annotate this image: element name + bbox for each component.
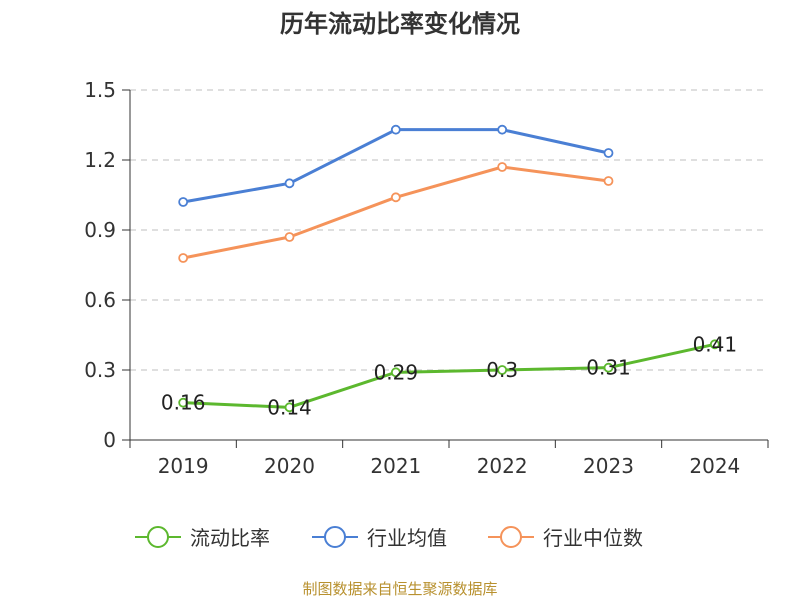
legend-label-1: 行业均值 bbox=[367, 526, 447, 550]
source-note: 制图数据来自恒生聚源数据库 bbox=[302, 580, 497, 598]
series-point-2 bbox=[497, 162, 508, 172]
series-point-2 bbox=[284, 232, 295, 242]
y-tick-label: 0.9 bbox=[84, 218, 116, 242]
series-point-2 bbox=[603, 176, 614, 186]
x-tick-label: 2020 bbox=[264, 454, 315, 478]
data-label: 0.3 bbox=[486, 358, 518, 382]
series-point-0 bbox=[497, 365, 508, 375]
x-tick-label: 2021 bbox=[370, 454, 421, 478]
legend-label-2: 行业中位数 bbox=[543, 526, 643, 550]
chart-title: 历年流动比率变化情况 bbox=[280, 10, 520, 38]
y-tick-label: 1.2 bbox=[84, 148, 116, 172]
x-tick-label: 2019 bbox=[158, 454, 209, 478]
series-point-1 bbox=[178, 197, 189, 207]
series-point-0 bbox=[178, 397, 189, 408]
x-tick-label: 2022 bbox=[477, 454, 528, 478]
series-point-0 bbox=[284, 402, 295, 413]
series-point-1 bbox=[603, 148, 614, 158]
y-tick-label: 0.6 bbox=[84, 288, 116, 312]
data-labels: 0.16 0.14 0.29 0.3 0.31 0.41 bbox=[161, 332, 737, 419]
data-label: 0.14 bbox=[267, 395, 312, 419]
series-point-0 bbox=[709, 339, 720, 350]
y-tick-label: 0 bbox=[103, 428, 116, 452]
y-tick-label: 0.3 bbox=[84, 358, 116, 382]
x-tick-label: 2023 bbox=[583, 454, 634, 478]
series-point-1 bbox=[497, 124, 508, 135]
data-label: 0.41 bbox=[693, 332, 738, 356]
series-point-0 bbox=[603, 362, 614, 373]
series-point-0 bbox=[390, 367, 401, 378]
series-point-2 bbox=[178, 253, 189, 263]
legend-marker-1 bbox=[324, 526, 346, 548]
x-tick-label: 2024 bbox=[689, 454, 740, 478]
series-line-2 bbox=[182, 165, 609, 260]
grid-lines bbox=[130, 89, 768, 371]
legend-marker-2 bbox=[500, 526, 522, 548]
series-line-0 bbox=[183, 342, 716, 409]
y-tick-label: 1.5 bbox=[84, 78, 116, 102]
legend-label-0: 流动比率 bbox=[190, 526, 270, 550]
legend-marker-0 bbox=[147, 526, 169, 548]
series-line-1 bbox=[182, 128, 609, 204]
legend: 流动比率 行业均值 行业中位数 bbox=[135, 526, 643, 550]
data-label: 0.29 bbox=[374, 360, 419, 384]
data-label: 0.31 bbox=[586, 356, 631, 380]
data-label: 0.16 bbox=[161, 391, 206, 415]
series-point-1 bbox=[390, 124, 401, 135]
series-point-1 bbox=[284, 178, 295, 189]
axes: 0 0.3 0.6 0.9 1.2 1.5 2019 2020 2021 2022 2023 2024 bbox=[84, 78, 769, 478]
series-layer bbox=[178, 124, 720, 413]
series-point-2 bbox=[390, 192, 401, 203]
